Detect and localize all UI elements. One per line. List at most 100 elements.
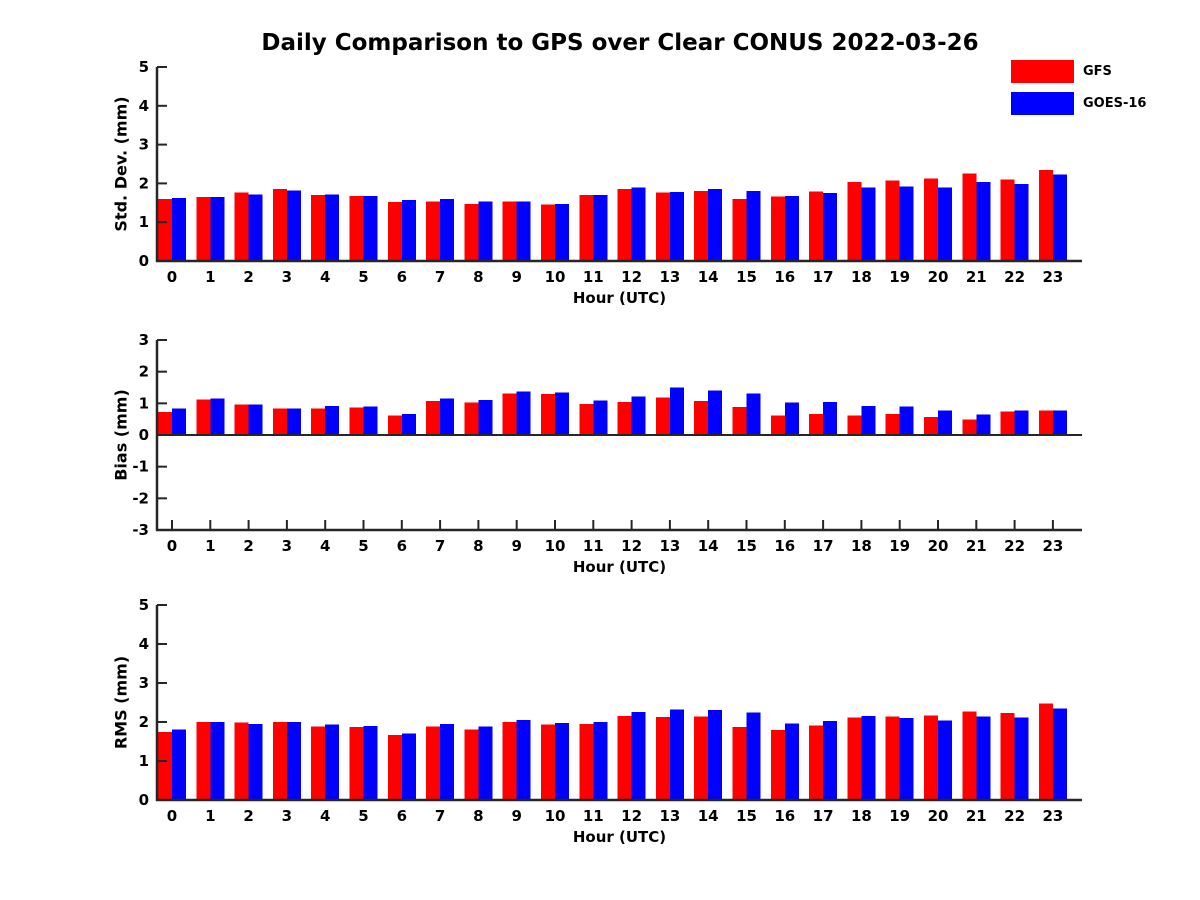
bias-bar-goes-16-hour-0 bbox=[172, 408, 186, 435]
std-dev-yaxis-label: Std. Dev. (mm) bbox=[112, 96, 131, 231]
bias-xtick-label-21: 21 bbox=[966, 537, 987, 555]
std-dev-bar-goes-16-hour-15 bbox=[746, 190, 761, 261]
rms-bar-gfs-hour-17 bbox=[809, 725, 824, 800]
rms-xtick-label-18: 18 bbox=[851, 807, 872, 825]
bias-bar-goes-16-hour-3 bbox=[286, 408, 301, 435]
rms-xtick-label-20: 20 bbox=[928, 807, 949, 825]
std-dev-bar-gfs-hour-14 bbox=[694, 191, 709, 261]
rms-bar-goes-16-hour-13 bbox=[669, 709, 684, 800]
std-dev-xtick-label-17: 17 bbox=[813, 268, 834, 286]
rms-xtick-label-17: 17 bbox=[813, 807, 834, 825]
bias-bar-goes-16-hour-14 bbox=[708, 390, 723, 435]
std-dev-bar-goes-16-hour-22 bbox=[1014, 184, 1029, 261]
bias-ytick-label-1: 1 bbox=[139, 394, 149, 412]
bias-bar-gfs-hour-4 bbox=[311, 408, 326, 435]
bias-xtick-label-1: 1 bbox=[205, 537, 215, 555]
rms-bar-goes-16-hour-19 bbox=[899, 718, 914, 800]
rms-bar-gfs-hour-12 bbox=[617, 715, 632, 800]
rms-bar-gfs-hour-21 bbox=[962, 711, 977, 800]
rms-bar-goes-16-hour-23 bbox=[1052, 708, 1067, 800]
rms-xaxis-label: Hour (UTC) bbox=[573, 828, 666, 846]
rms-xtick-label-8: 8 bbox=[473, 807, 483, 825]
std-dev-xtick-label-8: 8 bbox=[473, 268, 483, 286]
std-dev-xtick-label-7: 7 bbox=[435, 268, 445, 286]
bias-bar-goes-16-hour-12 bbox=[631, 396, 646, 435]
rms-bar-gfs-hour-11 bbox=[579, 723, 594, 800]
bias-xtick-label-11: 11 bbox=[583, 537, 604, 555]
rms-bar-gfs-hour-8 bbox=[464, 729, 479, 800]
bias-xtick-label-3: 3 bbox=[282, 537, 292, 555]
rms-bar-goes-16-hour-21 bbox=[976, 716, 991, 800]
rms-ytick-label-4: 4 bbox=[139, 635, 149, 653]
bias-ytick-label--1: -1 bbox=[132, 458, 149, 476]
bias-xaxis-label: Hour (UTC) bbox=[573, 558, 666, 576]
std-dev-bar-goes-16-hour-9 bbox=[516, 201, 531, 261]
rms-xtick-label-13: 13 bbox=[659, 807, 680, 825]
rms-xtick-label-11: 11 bbox=[583, 807, 604, 825]
bias-bar-gfs-hour-5 bbox=[349, 407, 364, 435]
std-dev-xtick-label-11: 11 bbox=[583, 268, 604, 286]
bias-xtick-label-17: 17 bbox=[813, 537, 834, 555]
std-dev-bar-gfs-hour-5 bbox=[349, 195, 364, 261]
std-dev-ytick-label-3: 3 bbox=[139, 136, 149, 154]
bias-bar-gfs-hour-1 bbox=[196, 399, 211, 435]
bias-bar-goes-16-hour-21 bbox=[976, 414, 991, 435]
rms-xtick-label-22: 22 bbox=[1004, 807, 1025, 825]
rms-bar-goes-16-hour-16 bbox=[784, 723, 799, 800]
std-dev-bar-goes-16-hour-17 bbox=[823, 193, 838, 261]
bias-bar-gfs-hour-12 bbox=[617, 401, 632, 435]
bias-xtick-label-19: 19 bbox=[889, 537, 910, 555]
std-dev-bar-gfs-hour-3 bbox=[272, 188, 287, 261]
bias-xtick-label-20: 20 bbox=[928, 537, 949, 555]
bias-bar-goes-16-hour-10 bbox=[555, 392, 569, 435]
bias-xtick-label-6: 6 bbox=[397, 537, 407, 555]
std-dev-xtick-label-2: 2 bbox=[243, 268, 253, 286]
std-dev-xtick-label-23: 23 bbox=[1042, 268, 1063, 286]
std-dev-bar-gfs-hour-17 bbox=[809, 191, 824, 261]
rms-bar-gfs-hour-2 bbox=[234, 722, 249, 800]
bias-bar-goes-16-hour-11 bbox=[593, 400, 608, 435]
bias-bar-gfs-hour-22 bbox=[1000, 411, 1015, 435]
legend-label-goes16: GOES-16 bbox=[1083, 96, 1147, 111]
bias-xtick-label-7: 7 bbox=[435, 537, 445, 555]
std-dev-xtick-label-5: 5 bbox=[358, 268, 368, 286]
bias-bar-goes-16-hour-19 bbox=[899, 406, 914, 435]
std-dev-bar-goes-16-hour-19 bbox=[899, 186, 914, 261]
bias-bar-gfs-hour-10 bbox=[541, 394, 555, 435]
rms-xtick-label-10: 10 bbox=[545, 807, 566, 825]
bias-xtick-label-4: 4 bbox=[320, 537, 330, 555]
bias-bar-goes-16-hour-1 bbox=[210, 398, 225, 435]
std-dev-bar-goes-16-hour-10 bbox=[555, 203, 569, 261]
gfs-color-swatch-icon bbox=[1011, 60, 1074, 83]
bias-bar-gfs-hour-19 bbox=[885, 414, 900, 435]
std-dev-bar-gfs-hour-9 bbox=[502, 201, 517, 261]
bias-bar-gfs-hour-15 bbox=[732, 407, 747, 435]
bias-bar-goes-16-hour-7 bbox=[440, 398, 455, 435]
std-dev-bar-gfs-hour-11 bbox=[579, 195, 594, 261]
bias-bar-gfs-hour-13 bbox=[655, 397, 670, 435]
std-dev-xtick-label-18: 18 bbox=[851, 268, 872, 286]
bias-bar-goes-16-hour-2 bbox=[248, 404, 263, 435]
rms-bar-goes-16-hour-12 bbox=[631, 711, 646, 800]
rms-xtick-label-7: 7 bbox=[435, 807, 445, 825]
rms-bar-goes-16-hour-11 bbox=[593, 722, 608, 800]
bias-xtick-label-18: 18 bbox=[851, 537, 872, 555]
rms-bar-gfs-hour-1 bbox=[196, 722, 211, 800]
rms-xtick-label-16: 16 bbox=[774, 807, 795, 825]
rms-ytick-label-0: 0 bbox=[139, 791, 149, 809]
rms-bar-goes-16-hour-22 bbox=[1014, 717, 1029, 800]
legend-item-gfs: GFS bbox=[1011, 60, 1146, 83]
bias-ytick-label-0: 0 bbox=[139, 426, 149, 444]
std-dev-bar-goes-16-hour-1 bbox=[210, 196, 225, 261]
bias-bar-gfs-hour-14 bbox=[694, 401, 709, 435]
bias-bar-goes-16-hour-9 bbox=[516, 391, 531, 435]
bias-xtick-label-14: 14 bbox=[698, 537, 719, 555]
std-dev-ytick-label-5: 5 bbox=[139, 58, 149, 76]
std-dev-bar-goes-16-hour-16 bbox=[784, 196, 799, 261]
rms-bar-gfs-hour-4 bbox=[311, 726, 326, 800]
std-dev-xtick-label-4: 4 bbox=[320, 268, 330, 286]
legend-label-gfs: GFS bbox=[1083, 64, 1112, 79]
rms-bar-goes-16-hour-2 bbox=[248, 723, 263, 800]
bias-xtick-label-15: 15 bbox=[736, 537, 757, 555]
